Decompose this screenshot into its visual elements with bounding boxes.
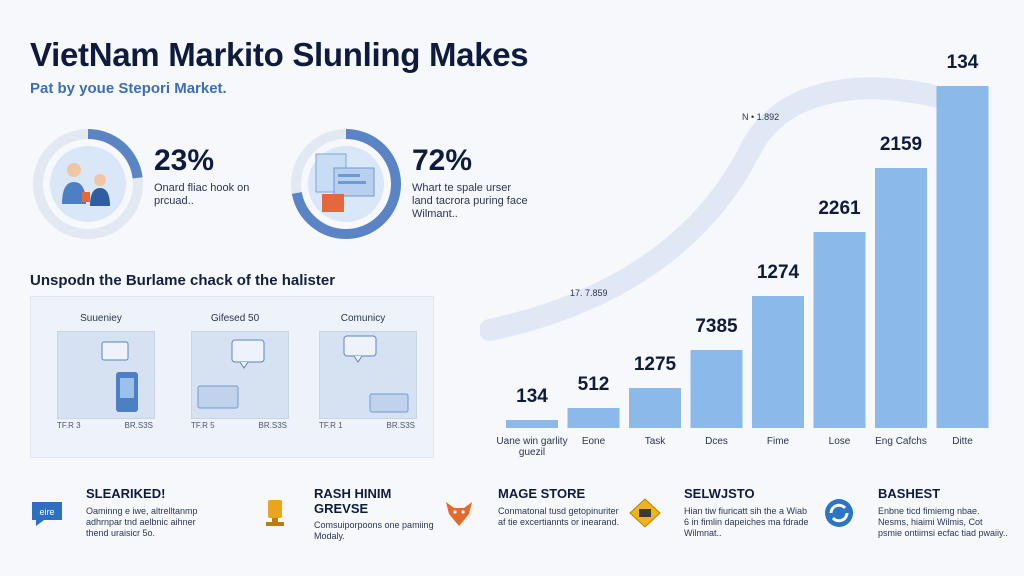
bar-1 <box>506 420 558 428</box>
stat-description-1: Onard fliac hook on prcuad.. <box>154 182 250 207</box>
progress-ring-2 <box>291 129 401 239</box>
feature-description: Enbne ticd fimiemg nbae. Nesms, hiaimi W… <box>878 506 1008 538</box>
bar-4 <box>690 350 743 428</box>
bar-chart: N • 1.892 17. 7.859 134 Uane win garlityg… <box>480 52 989 458</box>
stat-value-1: 23% <box>154 144 215 177</box>
circle-arrows-icon <box>825 499 853 527</box>
phone-chat-icon <box>101 341 138 412</box>
card-label: Comunicy <box>340 313 386 324</box>
stat-block-1: 23% Onard fliac hook on prcuad.. <box>30 126 430 246</box>
chat-card-icon <box>343 335 409 413</box>
cards-panel: Suueniey TF.R 3 BR.S3S Gifesed 50 TF.R 5… <box>30 296 434 458</box>
category-label: Lose <box>829 436 851 447</box>
bar-8 <box>936 86 989 428</box>
bar-3 <box>629 388 681 428</box>
feature-name: SELWJSTO <box>684 486 755 501</box>
bar-value-label: 1274 <box>757 262 800 283</box>
trophy-icon <box>266 500 284 526</box>
feature-description: Hian tiw fiuricatt sih the a Wiab 6 in f… <box>684 506 809 538</box>
card-footer-right: BR.S3S <box>124 421 153 430</box>
bar-6 <box>813 232 866 428</box>
card-illustration <box>319 331 417 419</box>
card-3[interactable]: Comunicy TF.R 1 BR.S3S <box>303 297 423 457</box>
bar-value-label: 2159 <box>880 134 922 155</box>
category-label: Eng Cafchs <box>875 436 927 447</box>
trend-ribbon: N • 1.892 17. 7.859 <box>480 77 961 341</box>
chart-annotation-2: 17. 7.859 <box>570 288 608 298</box>
feature-name: RASH HINIM GREVSE <box>314 486 392 516</box>
feature-1[interactable]: eire SLEARIKED! Oaminng e iwe, altrellta… <box>30 486 220 566</box>
bar-value-label: 2261 <box>818 198 861 219</box>
feature-5[interactable]: BASHEST Enbne ticd fimiemg nbae. Nesms, … <box>822 486 1012 566</box>
speech-bubble-text: eire <box>39 507 54 517</box>
page-title: VietNam Markito Slunling Makes <box>30 36 529 73</box>
bar-value-label: 134 <box>947 52 979 73</box>
card-footer-right: BR.S3S <box>386 421 415 430</box>
feature-name: BASHEST <box>878 486 941 501</box>
feature-3[interactable]: MAGE STORE Conmatonal tusd getopinuriter… <box>442 486 632 566</box>
card-footer-left: TF.R 1 <box>319 421 343 430</box>
card-label: Suueniey <box>80 313 122 324</box>
diamond-sign-icon <box>629 498 661 528</box>
card-footer: TF.R 5 BR.S3S <box>191 421 287 430</box>
feature-name: MAGE STORE <box>498 486 586 501</box>
category-label: Fime <box>767 436 790 447</box>
chart-annotation-1: N • 1.892 <box>742 112 779 122</box>
category-label: Task <box>645 436 667 447</box>
category-label: Dces <box>705 436 728 447</box>
stat-block-2: 72% Whart te spale urser land tacrora pu… <box>288 126 688 246</box>
stat-value-2: 72% <box>412 144 473 177</box>
card-footer: TF.R 3 BR.S3S <box>57 421 153 430</box>
card-illustration <box>191 331 289 419</box>
feature-description: Conmatonal tusd getopinuriter af tie exc… <box>498 506 620 527</box>
card-footer-left: TF.R 3 <box>57 421 81 430</box>
feature-description: Comsuiporpoons one pamiing Modaly. <box>314 520 434 541</box>
section-heading: Unspodn the Burlame chack of the haliste… <box>30 272 336 289</box>
people-illustration-icon <box>62 163 110 206</box>
bar-5 <box>752 296 804 428</box>
card-label: Gifesed 50 <box>210 313 260 324</box>
card-illustration <box>57 331 155 419</box>
document-screen-icon <box>315 153 375 212</box>
card-footer-right: BR.S3S <box>258 421 287 430</box>
category-label: Ditte <box>952 436 973 447</box>
speech-bubble-icon: eire <box>32 502 62 526</box>
bar-value-label: 134 <box>516 386 548 407</box>
category-label: Eone <box>582 436 606 447</box>
bar-2 <box>567 408 620 428</box>
bar-value-label: 1275 <box>634 354 677 375</box>
chat-device-icon <box>197 339 265 409</box>
feature-2[interactable]: RASH HINIM GREVSE Comsuiporpoons one pam… <box>258 486 448 566</box>
feature-name: SLEARIKED! <box>86 486 166 501</box>
fox-icon <box>446 502 472 526</box>
page-subtitle: Pat by youe Stepori Market. <box>30 80 227 97</box>
progress-ring-1 <box>33 129 143 239</box>
card-footer: TF.R 1 BR.S3S <box>319 421 415 430</box>
bar-value-label: 512 <box>578 374 610 395</box>
card-footer-left: TF.R 5 <box>191 421 215 430</box>
card-1[interactable]: Suueniey TF.R 3 BR.S3S <box>41 297 161 457</box>
category-label: Uane win garlity <box>496 436 567 447</box>
feature-description: Oaminng e iwe, altrelltanmp adhrnpar tnd… <box>86 506 198 538</box>
stat-description-2: Whart te spale urser land tacrora puring… <box>412 182 528 220</box>
category-label: guezil <box>519 447 545 458</box>
bar-7 <box>875 168 927 428</box>
bar-value-label: 7385 <box>695 316 738 337</box>
card-2[interactable]: Gifesed 50 TF.R 5 BR.S3S <box>175 297 295 457</box>
feature-4[interactable]: SELWJSTO Hian tiw fiuricatt sih the a Wi… <box>628 486 818 566</box>
